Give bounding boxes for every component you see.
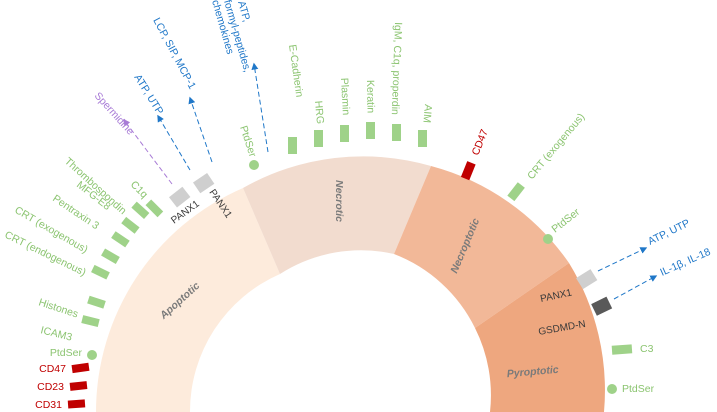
- thrombospondin-marker: [131, 201, 150, 219]
- keratin-marker: [366, 122, 375, 139]
- c1q-label: C1q: [128, 179, 150, 201]
- il-arrow: [613, 275, 658, 300]
- igm-label: IgM, C1q, properdin: [389, 22, 404, 115]
- ptdser-pyro-label: PtdSer: [622, 383, 655, 395]
- crt-exogenous-marker: [101, 248, 120, 264]
- icam3-marker: [81, 315, 100, 328]
- ptdser-label: PtdSer: [50, 347, 83, 359]
- atp-formyl-arrow: [251, 62, 269, 153]
- cd31-label: CD31: [35, 399, 62, 411]
- cd47-necro-label: CD47: [470, 128, 491, 158]
- cd23-label: CD23: [37, 381, 64, 393]
- histones-marker: [87, 295, 106, 309]
- necrotic-markers: PtdSer ATP, formyl-peptides, chemokines …: [209, 0, 434, 170]
- cd47-label: CD47: [39, 363, 66, 375]
- cd31-marker: [67, 399, 86, 409]
- lcp-arrow: [188, 96, 213, 163]
- c3-label: C3: [640, 343, 654, 355]
- cd47-necro-marker: [460, 161, 476, 181]
- hrg-label: HRG: [312, 100, 326, 124]
- plasmin-marker: [340, 125, 349, 142]
- keratin-label: Keratin: [364, 80, 377, 114]
- crt-exo-necro-marker: [507, 182, 525, 202]
- atp-utp-arrow: [157, 114, 191, 171]
- atp-utp-pyro-label: ATP, UTP: [646, 217, 692, 248]
- lcp-label: LCP, SIP, MCP-1: [150, 16, 198, 92]
- spermidine-label: Spermidine: [92, 90, 137, 138]
- mfge8-marker: [121, 216, 140, 234]
- panx1-block-1: [169, 186, 191, 208]
- necrotic-title: Necrotic: [333, 180, 345, 222]
- ptdser-necro-marker: [543, 234, 553, 244]
- spermidine-arrow: [123, 118, 173, 185]
- c1q-marker: [145, 199, 164, 218]
- ptdser-pyro-marker: [607, 384, 617, 394]
- sector-ring: [95, 156, 605, 412]
- pentraxin-marker: [111, 231, 130, 248]
- histones-label: Histones: [37, 296, 80, 320]
- apoptotic-release-arrows: Spermidine ATP, UTP LCP, SIP, MCP-1: [92, 16, 213, 185]
- hrg-marker: [314, 130, 323, 147]
- c3-marker: [611, 344, 633, 355]
- ptdser-top-label: PtdSer: [237, 124, 258, 159]
- ptdser-top-marker: [249, 160, 259, 170]
- crt-endogenous-marker: [91, 264, 110, 280]
- pyroptotic-sector: [475, 263, 605, 412]
- il-label: IL-1β, IL-18: [658, 246, 712, 279]
- ecadherin-label: E-Cadherin: [286, 44, 305, 98]
- igm-marker: [392, 124, 401, 141]
- cd47-marker: [71, 362, 90, 374]
- plasmin-label: Plasmin: [338, 78, 352, 116]
- pyroptotic-title: Pyroptotic: [506, 364, 559, 380]
- ptdser-marker: [87, 350, 97, 360]
- aim-marker: [418, 130, 427, 147]
- necrotic-sector: [243, 156, 431, 274]
- apoptotic-sector: [95, 188, 281, 412]
- panx1-block-3: [576, 269, 598, 290]
- panx1-block-2: [193, 172, 215, 194]
- icam3-label: ICAM3: [39, 324, 73, 343]
- gsdmd-block: [591, 296, 613, 316]
- crt-exo-necro-label: CRT (exogenous): [525, 111, 587, 182]
- atp-formyl-label-1: ATP,: [235, 0, 252, 23]
- atp-utp-label: ATP, UTP: [131, 72, 165, 117]
- ptdser-necro-label: PtdSer: [549, 206, 582, 236]
- aim-label: AIM: [420, 104, 434, 124]
- necroptotic-sector: [394, 166, 569, 328]
- atp-utp-pyro-arrow: [597, 247, 648, 272]
- cd23-marker: [69, 381, 88, 391]
- ecadherin-marker: [288, 137, 297, 154]
